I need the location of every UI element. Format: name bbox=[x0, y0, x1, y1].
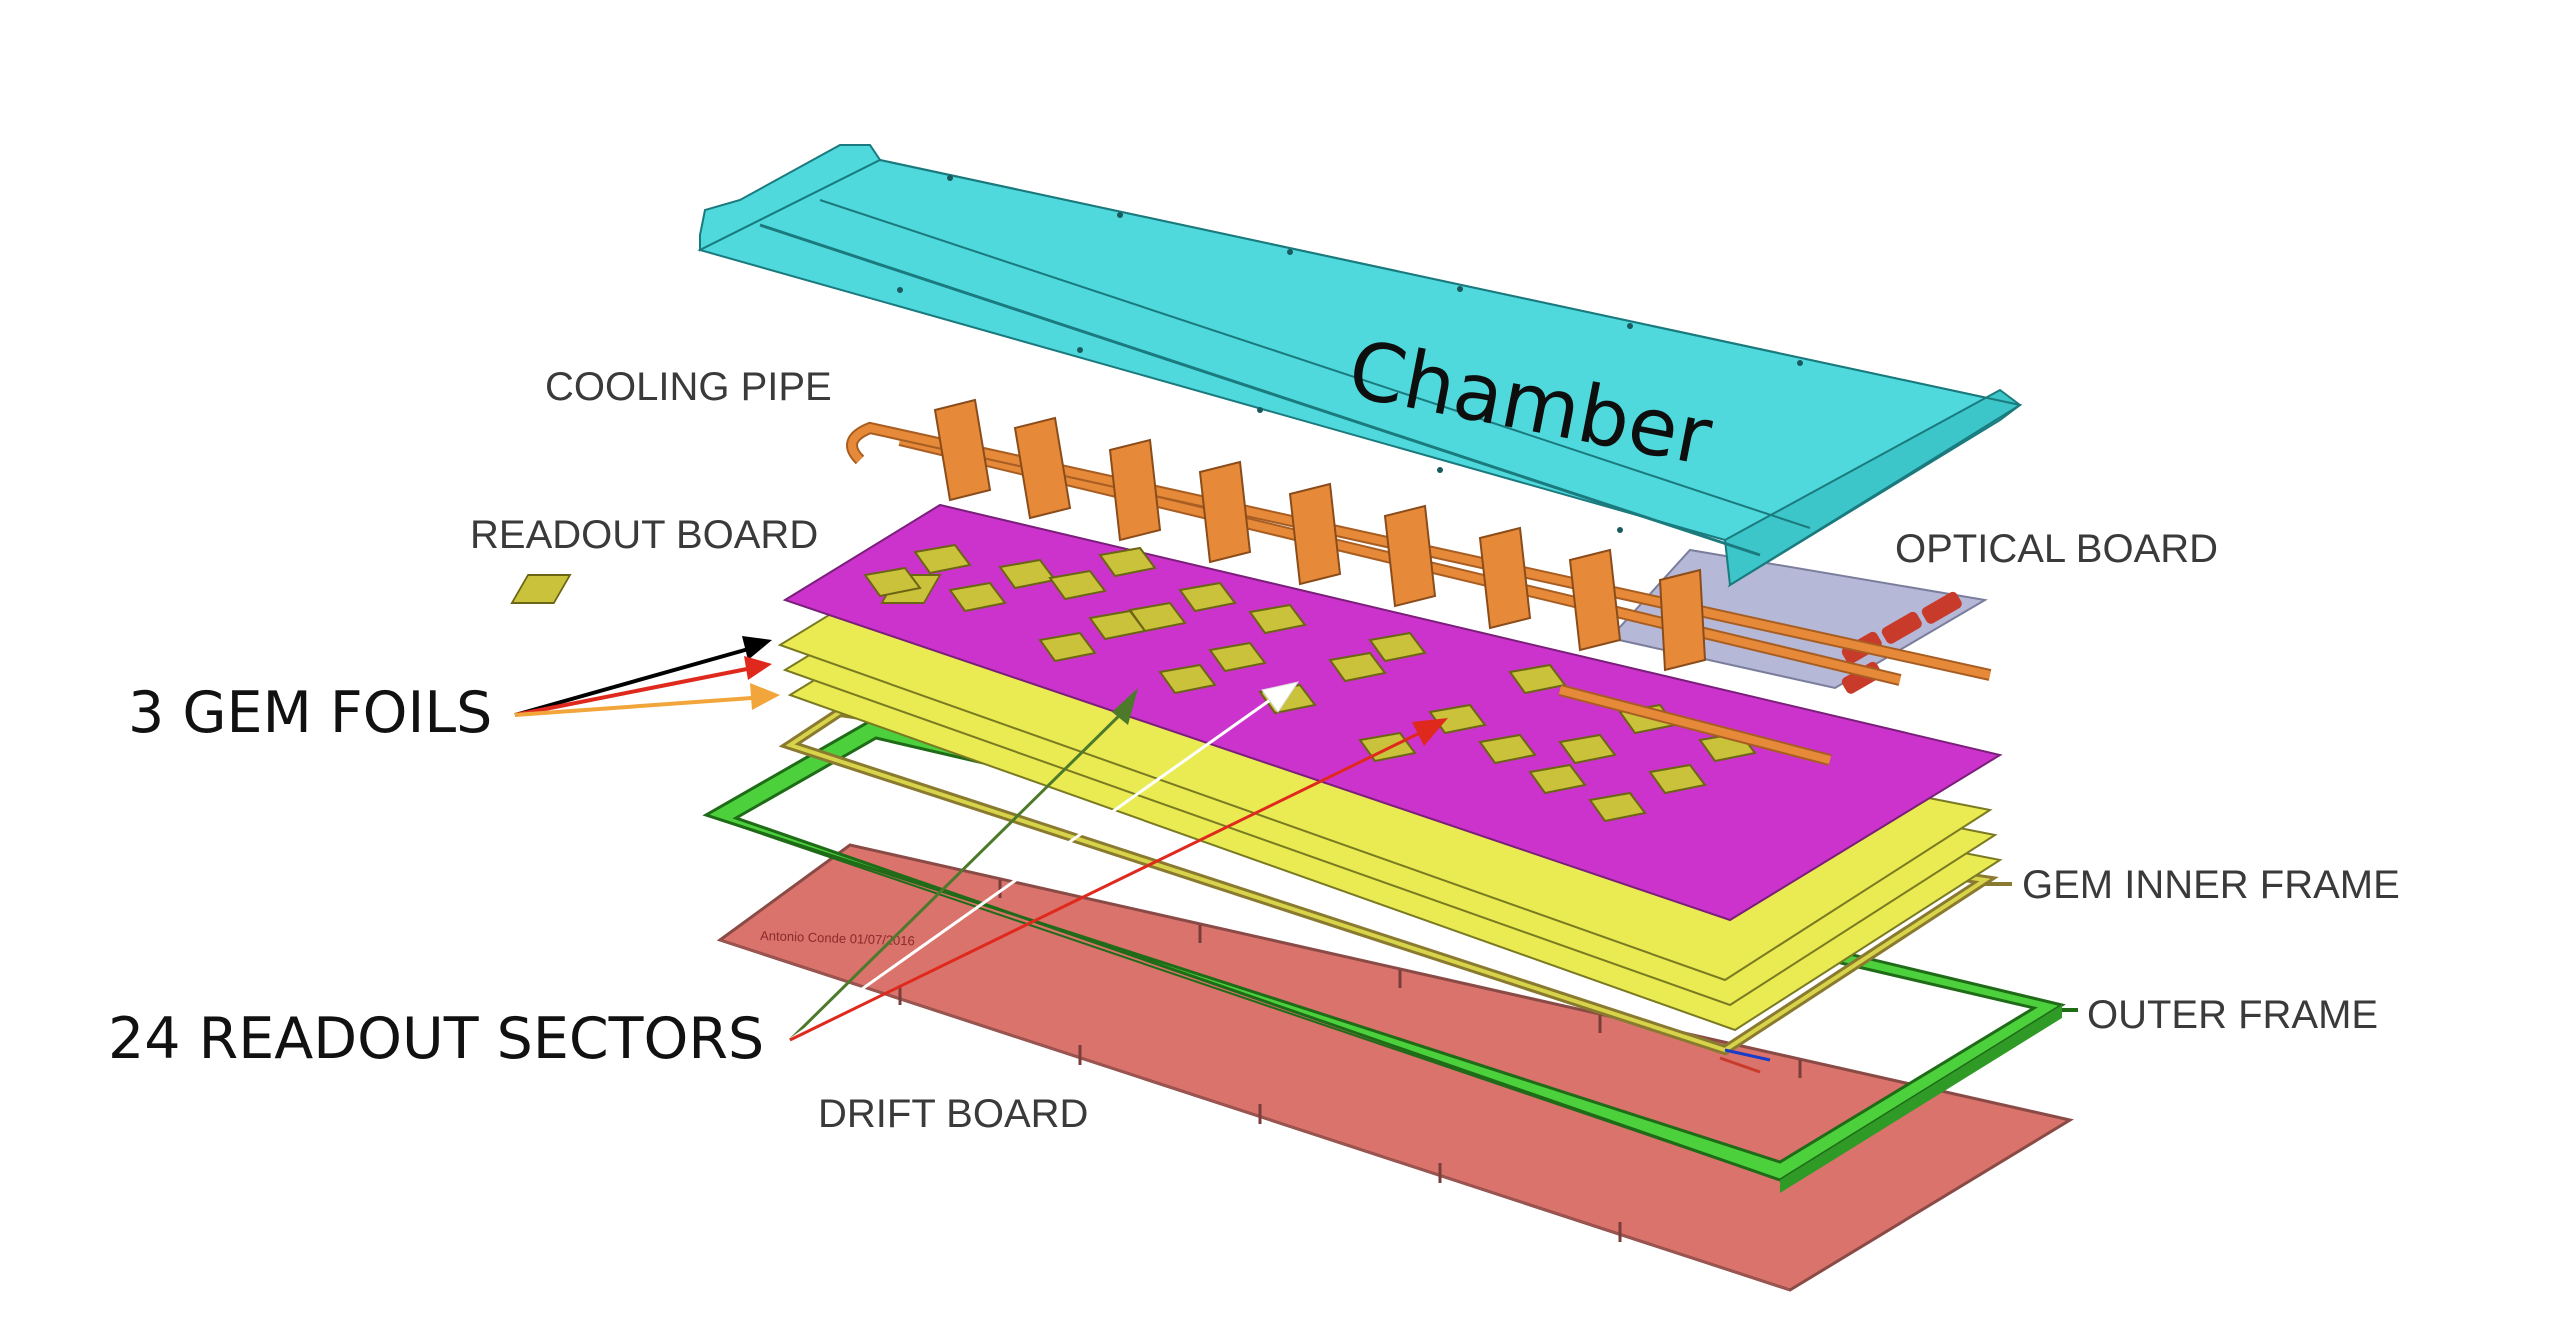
cooling-pipe-label: COOLING PIPE bbox=[545, 365, 832, 409]
drift-board-label: DRIFT BOARD bbox=[818, 1092, 1088, 1136]
chamber-rivets bbox=[897, 175, 1803, 533]
drift-board: Antonio Conde 01/07/2016 bbox=[716, 843, 2074, 1292]
readout-sectors-label: 24 READOUT SECTORS bbox=[108, 1006, 764, 1072]
gem-foil-arrows bbox=[514, 636, 780, 717]
gem-foils-label: 3 GEM FOILS bbox=[128, 680, 492, 746]
cooling-pipe-clamps bbox=[933, 398, 1707, 672]
chamber-cover: Chamber bbox=[697, 144, 2023, 588]
cooling-pipe bbox=[846, 398, 1992, 766]
readout-board-label: READOUT BOARD bbox=[470, 513, 818, 557]
label-leaders bbox=[1985, 882, 2078, 1012]
gem-inner-frame-label: GEM INNER FRAME bbox=[2022, 863, 2400, 907]
drift-board-stamp: Antonio Conde 01/07/2016 bbox=[760, 928, 915, 948]
outer-frame-label: OUTER FRAME bbox=[2087, 993, 2378, 1037]
optical-board-label: OPTICAL BOARD bbox=[1895, 527, 2218, 571]
drift-board-ticks bbox=[898, 880, 1802, 1242]
readout-sector-arrows bbox=[788, 681, 1448, 1042]
gem-inner-frame bbox=[778, 706, 1999, 1074]
